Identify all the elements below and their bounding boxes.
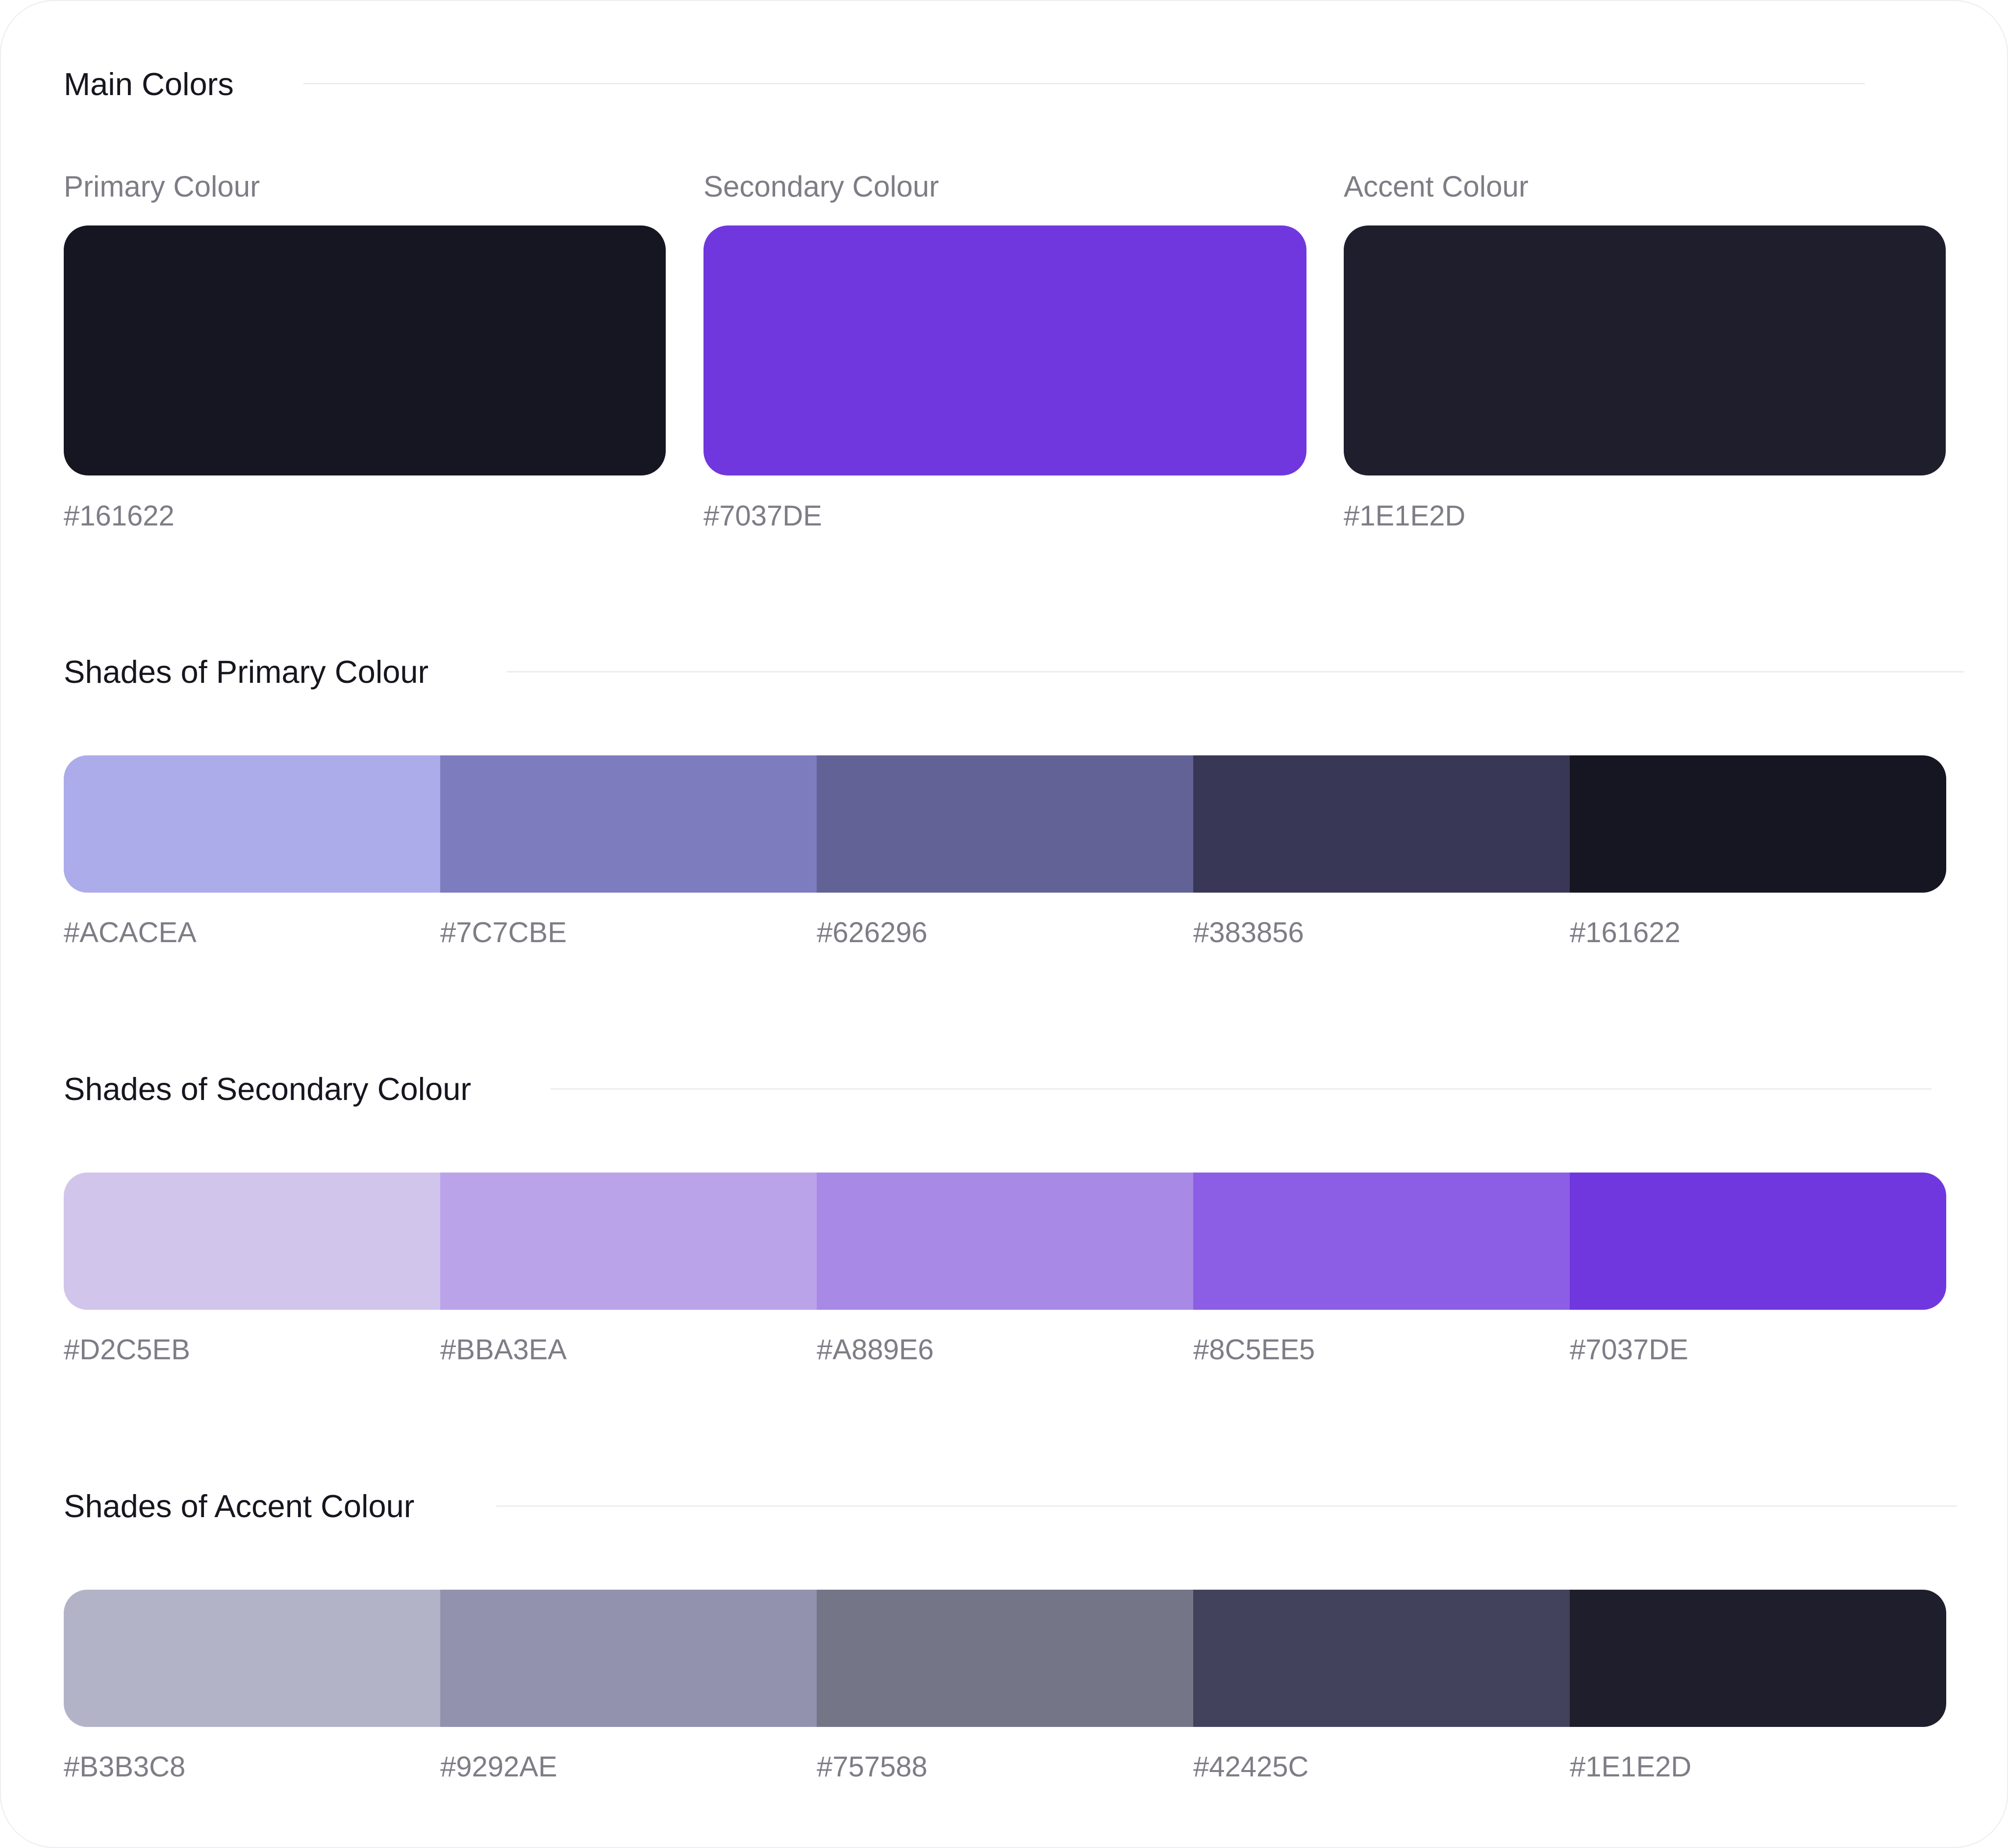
accent-shades-hex-row: #B3B3C8 #9292AE #757588 #42425C #1E1E2D [64, 1753, 1946, 1781]
accent-shade-swatch [440, 1590, 817, 1727]
accent-shade-swatch [817, 1590, 1193, 1727]
accent-colour-swatch [1344, 225, 1946, 475]
secondary-shade-hex: #8C5EE5 [1193, 1334, 1315, 1366]
primary-shade-swatch [1193, 755, 1570, 893]
primary-shade-hex: #7C7CBE [440, 917, 567, 949]
accent-shades-title: Shades of Accent Colour [64, 1488, 415, 1524]
primary-shades-divider [507, 671, 1964, 673]
main-colors-divider [303, 83, 1865, 84]
accent-colour-label: Accent Colour [1344, 170, 1529, 203]
accent-shade-swatch [64, 1590, 440, 1727]
secondary-shade-swatch [1570, 1173, 1946, 1310]
accent-colour-hex: #1E1E2D [1344, 500, 1466, 532]
secondary-shade-swatch [64, 1173, 440, 1310]
secondary-colour-swatch [703, 225, 1306, 475]
primary-shades-hex-row: #ACACEA #7C7CBE #626296 #383856 #161622 [64, 919, 1946, 947]
secondary-shades-divider [551, 1088, 1932, 1090]
main-colors-title: Main Colors [64, 66, 234, 102]
primary-colour-hex: #161622 [64, 500, 175, 532]
accent-shade-hex: #1E1E2D [1570, 1751, 1692, 1783]
primary-shade-swatch [64, 755, 440, 893]
primary-shades-title: Shades of Primary Colour [64, 654, 429, 690]
secondary-shade-hex: #A889E6 [817, 1334, 934, 1366]
primary-shades-strip [64, 755, 1946, 893]
accent-shade-swatch [1570, 1590, 1946, 1727]
primary-colour-swatch [64, 225, 666, 475]
secondary-shade-swatch [1193, 1173, 1570, 1310]
accent-shade-hex: #9292AE [440, 1751, 557, 1783]
secondary-shades-title: Shades of Secondary Colour [64, 1071, 472, 1107]
secondary-shade-hex: #7037DE [1570, 1334, 1688, 1366]
primary-shade-swatch [817, 755, 1193, 893]
primary-shade-hex: #626296 [817, 917, 928, 949]
primary-shade-hex: #383856 [1193, 917, 1304, 949]
secondary-colour-label: Secondary Colour [703, 170, 939, 203]
secondary-shades-hex-row: #D2C5EB #BBA3EA #A889E6 #8C5EE5 #7037DE [64, 1336, 1946, 1364]
primary-shade-swatch [1570, 755, 1946, 893]
secondary-shade-swatch [440, 1173, 817, 1310]
accent-shade-hex: #757588 [817, 1751, 928, 1783]
accent-shade-hex: #42425C [1193, 1751, 1309, 1783]
secondary-shade-hex: #BBA3EA [440, 1334, 567, 1366]
accent-shade-hex: #B3B3C8 [64, 1751, 186, 1783]
secondary-colour-hex: #7037DE [703, 500, 822, 532]
accent-shade-swatch [1193, 1590, 1570, 1727]
accent-shades-divider [496, 1505, 1957, 1507]
primary-colour-label: Primary Colour [64, 170, 260, 203]
primary-shade-swatch [440, 755, 817, 893]
secondary-shades-strip [64, 1173, 1946, 1310]
secondary-shade-swatch [817, 1173, 1193, 1310]
secondary-shade-hex: #D2C5EB [64, 1334, 190, 1366]
accent-shades-strip [64, 1590, 1946, 1727]
primary-shade-hex: #161622 [1570, 917, 1681, 949]
primary-shade-hex: #ACACEA [64, 917, 197, 949]
